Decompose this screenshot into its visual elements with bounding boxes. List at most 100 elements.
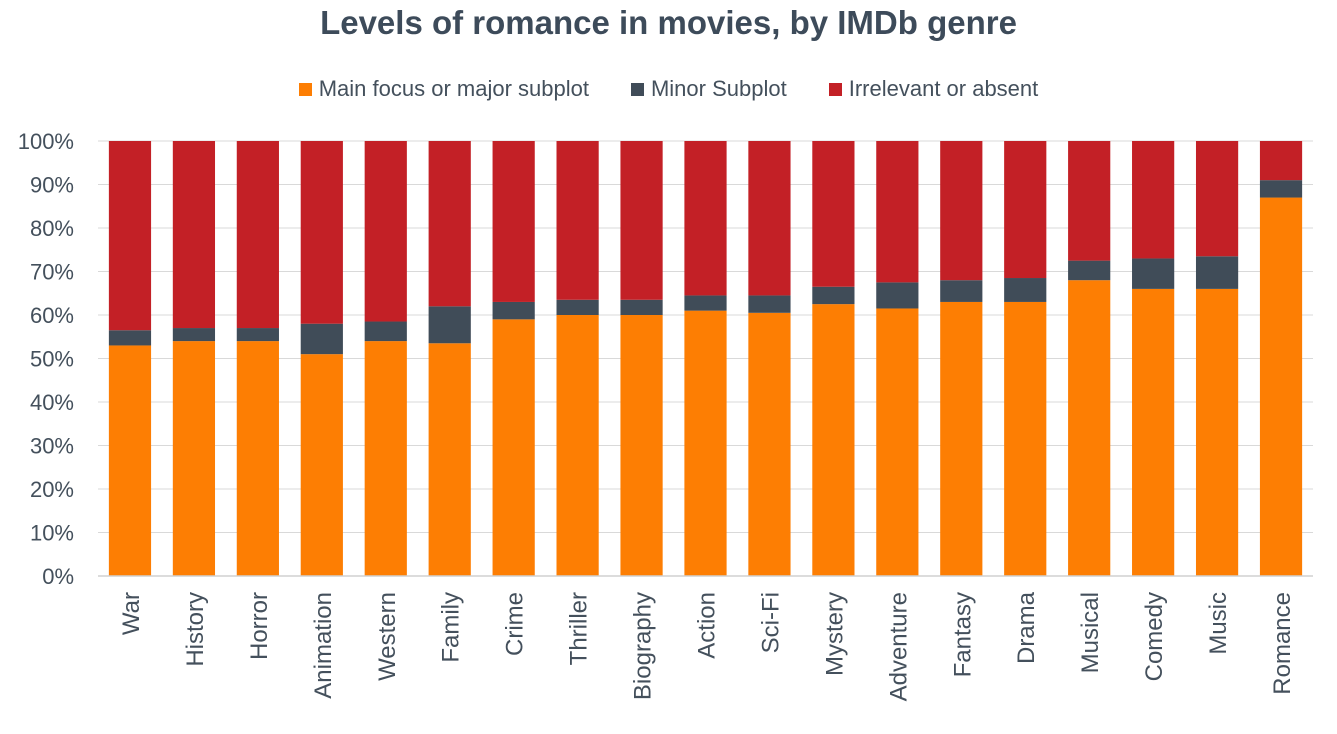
bar-segment-music-s2	[1195, 141, 1239, 257]
bar-segment-musical-s0	[1068, 280, 1111, 576]
bar-segment-drama-s1	[1004, 278, 1047, 302]
bar-segment-western-s2	[364, 141, 407, 322]
y-axis-tick-labels: 0% 10% 20% 30% 40% 50% 60% 70% 80% 90% 100%	[18, 129, 74, 589]
bar-segment-adventure-s2	[876, 141, 919, 283]
bar-segment-fantasy-s2	[940, 141, 983, 281]
x-tick-label-family: Family	[438, 592, 465, 663]
bar-segment-thriller-s0	[556, 315, 599, 576]
bar-segment-music-s0	[1195, 288, 1239, 576]
bar-segment-sci-fi-s0	[748, 312, 791, 576]
legend-label-main-focus: Main focus or major subplot	[318, 76, 589, 101]
legend-label-irrelevant: Irrelevant or absent	[848, 76, 1039, 101]
bar-segment-action-s1	[684, 295, 727, 311]
x-tick-label-music: Music	[1205, 592, 1232, 655]
x-tick-label-comedy: Comedy	[1141, 592, 1168, 681]
bar-segment-sci-fi-s1	[748, 295, 791, 313]
bar-segment-war-s2	[108, 141, 152, 331]
bar-segment-biography-s0	[620, 315, 663, 576]
bar-segment-thriller-s1	[556, 299, 599, 315]
bar-segment-history-s1	[172, 328, 216, 342]
y-tick-label: 100%	[18, 129, 74, 154]
x-tick-label-western: Western	[374, 592, 401, 681]
bar-segment-comedy-s1	[1132, 258, 1175, 289]
x-tick-label-romance: Romance	[1269, 592, 1296, 695]
bar-segment-biography-s1	[620, 299, 663, 315]
bar-segment-fantasy-s1	[940, 280, 983, 302]
bar-segment-comedy-s2	[1132, 141, 1175, 259]
x-axis-category-labels: War History Horror Animation Western Family Cr…	[118, 591, 1296, 701]
bar-segment-romance-s0	[1259, 197, 1303, 577]
x-tick-label-biography: Biography	[630, 592, 657, 700]
bar-segment-adventure-s0	[876, 308, 919, 576]
y-tick-label: 50%	[30, 347, 74, 372]
x-tick-label-war: War	[118, 592, 145, 635]
x-tick-label-crime: Crime	[502, 592, 529, 656]
bar-segment-war-s0	[108, 345, 152, 576]
bar-segment-animation-s2	[300, 141, 343, 324]
legend-swatch-irrelevant	[828, 82, 842, 96]
bar-segment-thriller-s2	[556, 141, 599, 300]
bar-segment-history-s0	[172, 341, 216, 576]
x-tick-label-adventure: Adventure	[885, 592, 912, 701]
bar-segment-drama-s2	[1004, 141, 1047, 279]
bar-segment-action-s2	[684, 141, 727, 296]
bar-segment-family-s2	[428, 141, 471, 307]
y-tick-label: 30%	[30, 434, 74, 459]
y-tick-label: 80%	[30, 216, 74, 241]
legend: Main focus or major subplot Minor Subplo…	[0, 76, 1337, 102]
bar-segment-mystery-s0	[812, 304, 855, 576]
bar-segment-history-s2	[172, 141, 216, 329]
bar-segment-sci-fi-s2	[748, 141, 791, 296]
x-tick-label-thriller: Thriller	[566, 592, 593, 665]
chart-title: Levels of romance in movies, by IMDb gen…	[320, 4, 1017, 41]
bar-segment-drama-s0	[1004, 301, 1047, 576]
y-tick-label: 0%	[42, 564, 74, 589]
bar-segment-action-s0	[684, 310, 727, 576]
y-tick-label: 70%	[30, 260, 74, 285]
bar-segment-horror-s1	[236, 328, 279, 342]
y-tick-label: 60%	[30, 303, 74, 328]
bar-segment-fantasy-s0	[940, 301, 983, 576]
y-tick-label: 90%	[30, 173, 74, 198]
bar-segment-comedy-s0	[1132, 288, 1175, 576]
y-tick-label: 40%	[30, 390, 74, 415]
bar-segment-horror-s0	[236, 341, 279, 576]
x-tick-label-animation: Animation	[310, 592, 337, 699]
bar-segment-western-s1	[364, 321, 407, 342]
bar-segment-romance-s1	[1259, 180, 1303, 198]
bar-segment-biography-s2	[620, 141, 663, 300]
x-tick-label-action: Action	[694, 592, 721, 659]
bars	[108, 141, 1303, 577]
bar-segment-family-s0	[428, 343, 471, 576]
bar-segment-mystery-s2	[812, 141, 855, 287]
legend-label-minor-subplot: Minor Subplot	[650, 76, 787, 101]
x-tick-label-drama: Drama	[1013, 591, 1040, 664]
legend-item-main-focus: Main focus or major subplot	[298, 76, 589, 102]
x-tick-label-musical: Musical	[1077, 592, 1104, 673]
legend-swatch-minor-subplot	[630, 82, 644, 96]
bar-segment-family-s1	[428, 306, 471, 344]
x-tick-label-history: History	[182, 592, 209, 667]
legend-item-irrelevant: Irrelevant or absent	[828, 76, 1039, 102]
bar-segment-musical-s2	[1068, 141, 1111, 261]
bar-segment-animation-s1	[300, 323, 343, 355]
bar-segment-horror-s2	[236, 141, 279, 329]
x-tick-label-fantasy: Fantasy	[949, 592, 976, 677]
x-tick-label-horror: Horror	[246, 592, 273, 660]
bar-segment-musical-s1	[1068, 260, 1111, 281]
bar-segment-crime-s2	[492, 141, 535, 302]
y-tick-label: 10%	[30, 521, 74, 546]
bar-segment-animation-s0	[300, 354, 343, 576]
bar-segment-romance-s2	[1259, 141, 1303, 181]
legend-swatch-main-focus	[298, 82, 312, 96]
x-tick-label-mystery: Mystery	[821, 592, 848, 676]
legend-item-minor-subplot: Minor Subplot	[630, 76, 787, 102]
x-tick-label-sci-fi: Sci-Fi	[757, 592, 784, 653]
bar-segment-adventure-s1	[876, 282, 919, 309]
bar-segment-crime-s1	[492, 301, 535, 320]
bar-segment-western-s0	[364, 341, 407, 576]
y-tick-label: 20%	[30, 477, 74, 502]
bar-segment-crime-s0	[492, 319, 535, 576]
bar-segment-mystery-s1	[812, 286, 855, 305]
